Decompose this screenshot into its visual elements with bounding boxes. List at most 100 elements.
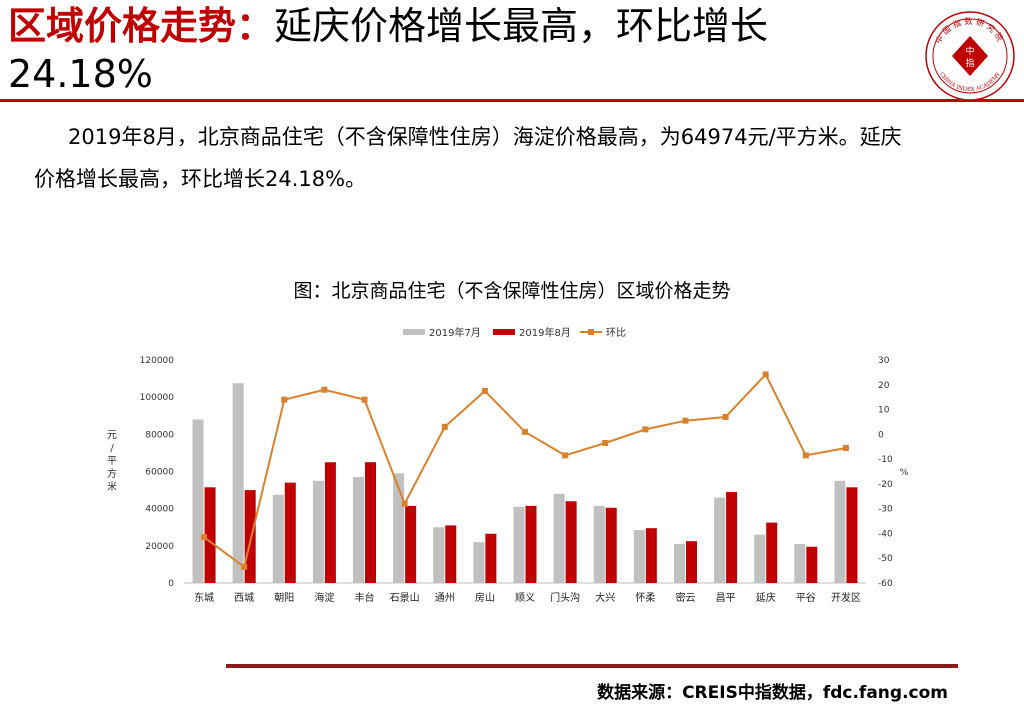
x-tick-label: 延庆 <box>756 591 776 604</box>
bar-2019-08 <box>244 490 256 583</box>
y2-tick-label: 30 <box>878 356 890 366</box>
x-tick-label: 石景山 <box>390 592 420 604</box>
mom-change-point <box>682 417 689 424</box>
title-line-1: 区域价格走势：延庆价格增长最高，环比增长 <box>8 4 768 48</box>
legend-label: 环比 <box>606 327 626 339</box>
bar-2019-07 <box>433 527 445 583</box>
bar-2019-07 <box>513 506 525 583</box>
logo-center-text-2: 指 <box>965 57 974 69</box>
data-source: 数据来源：CREIS中指数据，fdc.fang.com <box>597 683 948 703</box>
x-tick-label: 怀柔 <box>635 592 655 604</box>
mom-change-point <box>842 444 849 451</box>
bar-2019-07 <box>834 480 846 583</box>
y-tick-label: 20000 <box>145 542 174 552</box>
bar-2019-08 <box>365 462 377 583</box>
bar-2019-07 <box>232 383 244 583</box>
mom-change-point <box>762 371 769 378</box>
bar-2019-08 <box>324 462 336 583</box>
summary-paragraph: 2019年8月，北京商品住宅（不含保障性住房）海淀价格最高，为64974元/平方… <box>34 116 1004 200</box>
logo-center-text-1: 中 <box>965 45 974 57</box>
y-tick-label: 100000 <box>140 393 175 403</box>
x-tick-label: 平谷 <box>796 592 816 604</box>
bar-2019-08 <box>726 491 738 583</box>
bar-2019-07 <box>673 543 685 583</box>
bar-2019-07 <box>272 494 284 583</box>
mom-change-point <box>401 500 408 507</box>
x-tick-label: 通州 <box>435 592 455 604</box>
legend-label: 2019年8月 <box>519 326 571 339</box>
x-tick-label: 开发区 <box>831 591 861 604</box>
bar-2019-08 <box>605 507 617 583</box>
y-tick-label: 120000 <box>140 356 175 366</box>
y2-tick-label: 20 <box>878 381 890 391</box>
x-tick-label: 东城 <box>194 591 214 604</box>
mom-change-point <box>441 423 448 430</box>
mom-change-point <box>562 452 569 459</box>
bar-2019-07 <box>794 543 806 583</box>
bar-2019-08 <box>445 525 457 583</box>
bar-2019-08 <box>685 541 697 583</box>
bar-2019-07 <box>393 473 405 583</box>
x-tick-label: 房山 <box>475 591 495 604</box>
legend-label: 2019年7月 <box>429 326 481 339</box>
title-rest: 延庆价格增长最高，环比增长 <box>274 4 769 48</box>
y-axis-label: 平 <box>107 456 117 467</box>
bar-2019-08 <box>806 546 818 583</box>
mom-change-point <box>802 452 809 459</box>
y2-tick-label: -10 <box>878 455 893 465</box>
bar-2019-07 <box>714 497 726 583</box>
y-tick-label: 40000 <box>145 505 174 515</box>
x-tick-label: 密云 <box>675 591 695 604</box>
x-tick-label: 丰台 <box>355 591 375 604</box>
y2-tick-label: -60 <box>878 579 893 589</box>
summary-line-2: 价格增长最高，环比增长24.18%。 <box>34 167 367 191</box>
y2-axis-label: % <box>900 468 909 478</box>
y2-tick-label: -30 <box>878 505 893 515</box>
x-tick-label: 昌平 <box>716 592 736 604</box>
x-tick-label: 顺义 <box>515 592 535 604</box>
title-line-2: 24.18% <box>8 52 153 96</box>
chart-title: 图：北京商品住宅（不含保障性住房）区域价格走势 <box>293 280 731 302</box>
x-tick-label: 门头沟 <box>550 591 580 604</box>
mom-change-point <box>321 386 328 393</box>
bar-2019-08 <box>645 528 657 583</box>
y-tick-label: 60000 <box>145 468 174 478</box>
y-axis-label: 米 <box>107 480 117 493</box>
summary-line-1: 2019年8月，北京商品住宅（不含保障性住房）海淀价格最高，为64974元/平方… <box>68 125 902 149</box>
mom-change-point <box>602 440 609 447</box>
title-highlight: 区域价格走势： <box>8 4 275 48</box>
x-tick-label: 大兴 <box>595 591 615 604</box>
china-index-academy-logo: 中国指数研究院 CHINA INDEX ACADEMY 中 指 <box>925 11 1015 101</box>
bar-2019-07 <box>633 530 645 583</box>
mom-change-point <box>241 563 248 570</box>
mom-change-point <box>281 396 288 403</box>
x-tick-label: 海淀 <box>314 591 334 604</box>
mom-change-point <box>481 387 488 394</box>
bar-2019-07 <box>312 480 324 583</box>
mom-change-point <box>522 428 528 435</box>
bar-2019-08 <box>204 487 216 583</box>
y2-tick-label: -20 <box>878 480 893 490</box>
mom-change-point <box>722 413 729 420</box>
bar-2019-08 <box>485 533 497 583</box>
mom-change-point <box>361 396 368 403</box>
mom-change-line <box>203 372 847 569</box>
bar-2019-08 <box>525 505 537 583</box>
y-axis-label: 方 <box>107 467 117 480</box>
bar-2019-07 <box>192 419 204 583</box>
legend-swatch <box>403 329 425 335</box>
footer-divider <box>226 664 958 668</box>
y-tick-label: 80000 <box>145 430 174 440</box>
bar-2019-08 <box>284 482 296 583</box>
legend-swatch <box>588 329 594 335</box>
y2-tick-label: -50 <box>878 554 893 564</box>
bar-2019-08 <box>565 501 577 583</box>
legend-swatch <box>493 329 515 335</box>
bar-2019-07 <box>754 534 766 583</box>
mom-change-point <box>201 534 208 541</box>
bar-2019-08 <box>766 522 778 583</box>
bar-2019-08 <box>846 487 858 583</box>
bar-2019-07 <box>593 505 605 583</box>
y2-tick-label: 0 <box>878 430 884 440</box>
